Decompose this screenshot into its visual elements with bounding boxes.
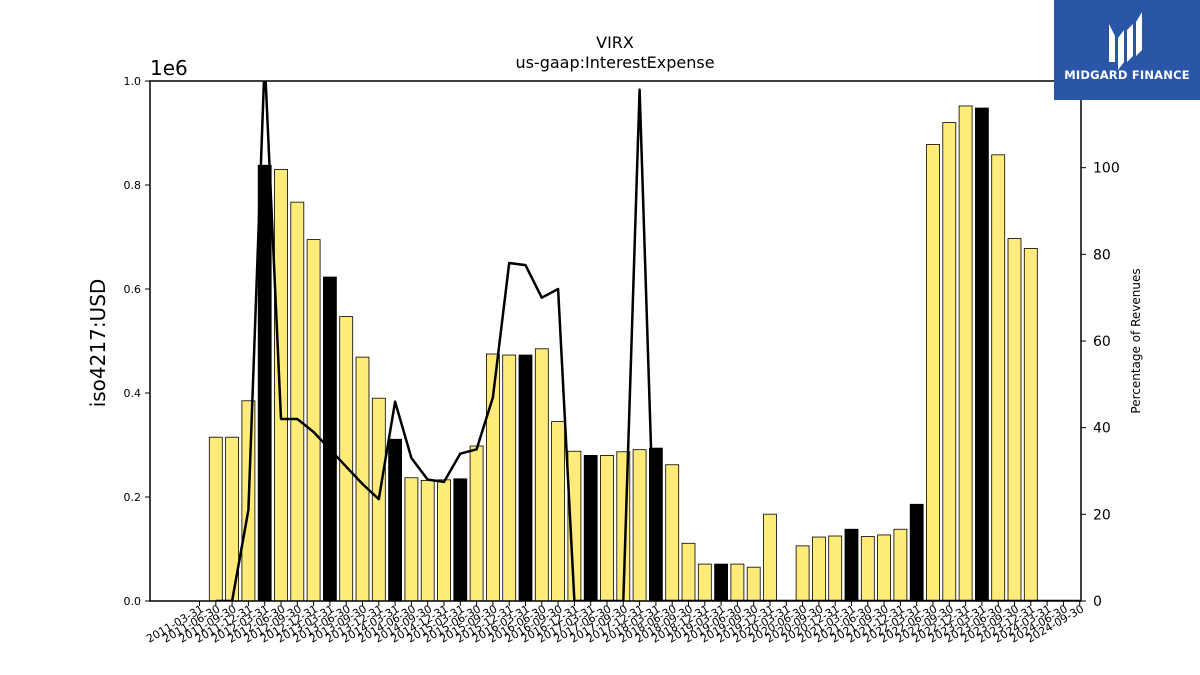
bar-2014-12-31 — [453, 478, 468, 602]
bar-2013-03-31 — [339, 316, 354, 602]
bar-2014-03-31 — [404, 477, 419, 602]
bar-2022-03-31 — [926, 144, 940, 602]
bar-2022-06-30 — [942, 122, 957, 602]
bar-2014-09-30 — [437, 479, 451, 602]
bar-2020-12-31 — [844, 528, 859, 602]
chart-subtitle: us-gaap:InterestExpense — [515, 53, 714, 72]
bar-2022-09-30 — [958, 105, 973, 602]
bar-2016-03-31 — [534, 348, 549, 602]
bar-2017-09-30 — [632, 449, 647, 602]
bar-2020-09-30 — [828, 535, 843, 602]
bar-2019-06-30 — [746, 566, 761, 602]
bar-2018-06-30 — [681, 542, 696, 602]
plot-frame — [149, 80, 1082, 602]
bar-2023-09-30 — [1023, 248, 1038, 602]
midgard-logo-icon — [1109, 12, 1142, 70]
bar-2018-12-31 — [714, 563, 728, 602]
logo-text: MIDGARD FINANCE — [1064, 68, 1190, 82]
bar-2012-06-30 — [290, 201, 305, 602]
bar-2014-06-30 — [420, 479, 435, 602]
y2-tick-label: 40 — [1093, 421, 1111, 437]
bar-2016-12-31 — [583, 454, 598, 602]
bar-2021-12-31 — [909, 503, 924, 602]
bar-2011-12-31 — [257, 164, 272, 602]
y-tick-label: 0.2 — [124, 491, 142, 504]
bar-2011-03-31 — [208, 436, 223, 602]
bar-2020-06-30 — [812, 536, 826, 602]
y-tick-label: 0.0 — [124, 595, 142, 608]
bar-2016-06-30 — [551, 421, 565, 602]
bar-2022-12-31 — [975, 107, 989, 602]
y-axis-label: iso4217:USD — [86, 279, 110, 408]
bar-2021-03-31 — [860, 536, 875, 602]
chart-title: VIRX — [596, 33, 634, 52]
bar-2013-12-31 — [388, 438, 403, 602]
bar-2018-09-30 — [697, 563, 712, 602]
y-tick-label: 0.4 — [124, 387, 142, 400]
bar-2018-03-31 — [665, 464, 680, 602]
bar-2019-03-31 — [730, 563, 745, 602]
bar-2015-12-31 — [518, 354, 533, 602]
bar-2023-06-30 — [1007, 238, 1022, 602]
bar-2015-09-30 — [502, 354, 517, 602]
y-offset-label: 1e6 — [150, 56, 188, 80]
y2-tick-label: 60 — [1093, 334, 1111, 350]
y2-tick-label: 20 — [1093, 507, 1111, 523]
bar-2021-06-30 — [877, 534, 891, 602]
y-tick-label: 0.6 — [124, 283, 142, 296]
bar-2015-03-31 — [469, 445, 484, 602]
y2-tick-label: 0 — [1093, 594, 1102, 610]
bar-2019-09-30 — [763, 513, 777, 602]
bar-2012-09-30 — [306, 239, 321, 602]
bar-2017-03-31 — [600, 454, 614, 602]
bar-2021-09-30 — [893, 528, 908, 602]
y2-tick-label: 80 — [1093, 247, 1111, 263]
y-tick-label: 0.8 — [124, 179, 142, 192]
percentage-of-revenues-line — [215, 81, 1080, 601]
y2-axis-label: Percentage of Revenues — [1129, 268, 1143, 413]
midgard-finance-logo: MIDGARD FINANCE — [1054, 0, 1200, 100]
bar-2012-12-31 — [322, 276, 337, 602]
y2-tick-label: 100 — [1093, 161, 1120, 177]
y-tick-label: 1.0 — [124, 75, 142, 88]
bar-2023-03-31 — [991, 154, 1006, 602]
bar-2020-03-31 — [795, 545, 810, 602]
bar-2012-03-31 — [274, 168, 288, 602]
